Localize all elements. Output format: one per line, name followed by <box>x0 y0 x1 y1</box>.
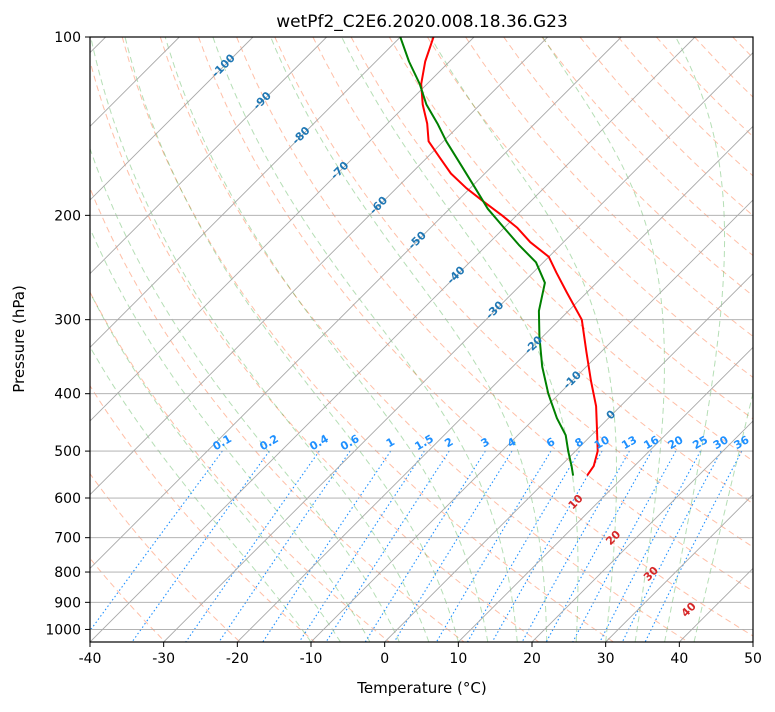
y-tick-label: 600 <box>54 491 81 507</box>
y-tick-label: 300 <box>54 313 81 329</box>
x-tick-label: -20 <box>226 651 249 667</box>
y-tick-label: 400 <box>54 387 81 403</box>
y-tick-label: 200 <box>54 208 81 224</box>
x-axis-label: Temperature (°C) <box>356 679 486 697</box>
y-tick-label: 1000 <box>45 622 81 638</box>
x-tick-label: -30 <box>152 651 175 667</box>
y-tick-label: 900 <box>54 595 81 611</box>
x-tick-label: 0 <box>380 651 389 667</box>
y-tick-label: 100 <box>54 30 81 46</box>
y-tick-label: 800 <box>54 565 81 581</box>
y-axis-label: Pressure (hPa) <box>10 285 28 393</box>
y-tick-label: 700 <box>54 531 81 547</box>
x-tick-label: 50 <box>744 651 762 667</box>
chart-title: wetPf2_C2E6.2020.008.18.36.G23 <box>276 12 568 32</box>
x-tick-label: 20 <box>523 651 541 667</box>
x-tick-label: 10 <box>449 651 467 667</box>
x-tick-label: 30 <box>597 651 615 667</box>
y-tick-label: 500 <box>54 444 81 460</box>
x-tick-label: 40 <box>670 651 688 667</box>
x-tick-label: -10 <box>300 651 323 667</box>
x-tick-label: -40 <box>79 651 102 667</box>
